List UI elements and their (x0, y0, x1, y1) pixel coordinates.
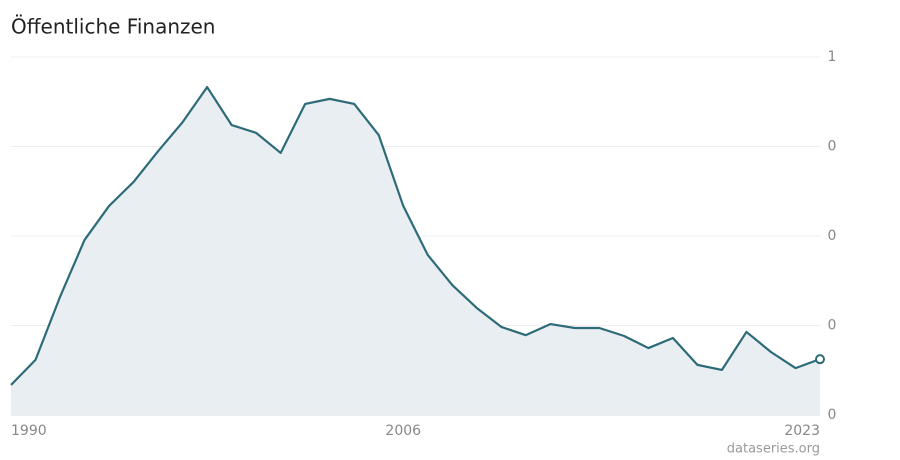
y-tick-label: 0 (828, 139, 837, 155)
x-tick-label: 2023 (784, 423, 820, 439)
x-tick-label: 2006 (385, 423, 421, 439)
end-point (815, 354, 825, 365)
y-tick-label: 0 (828, 228, 837, 244)
line (10, 85, 821, 386)
y-tick-label: 0 (828, 318, 837, 334)
source: dataseries.org (727, 442, 820, 457)
y-tick-label: 1 (828, 49, 837, 65)
x-tick-label: 1990 (11, 423, 47, 439)
chart-title: Öffentliche Finanzen (11, 15, 215, 39)
area (11, 87, 820, 416)
y-tick-label: 0 (828, 407, 837, 423)
